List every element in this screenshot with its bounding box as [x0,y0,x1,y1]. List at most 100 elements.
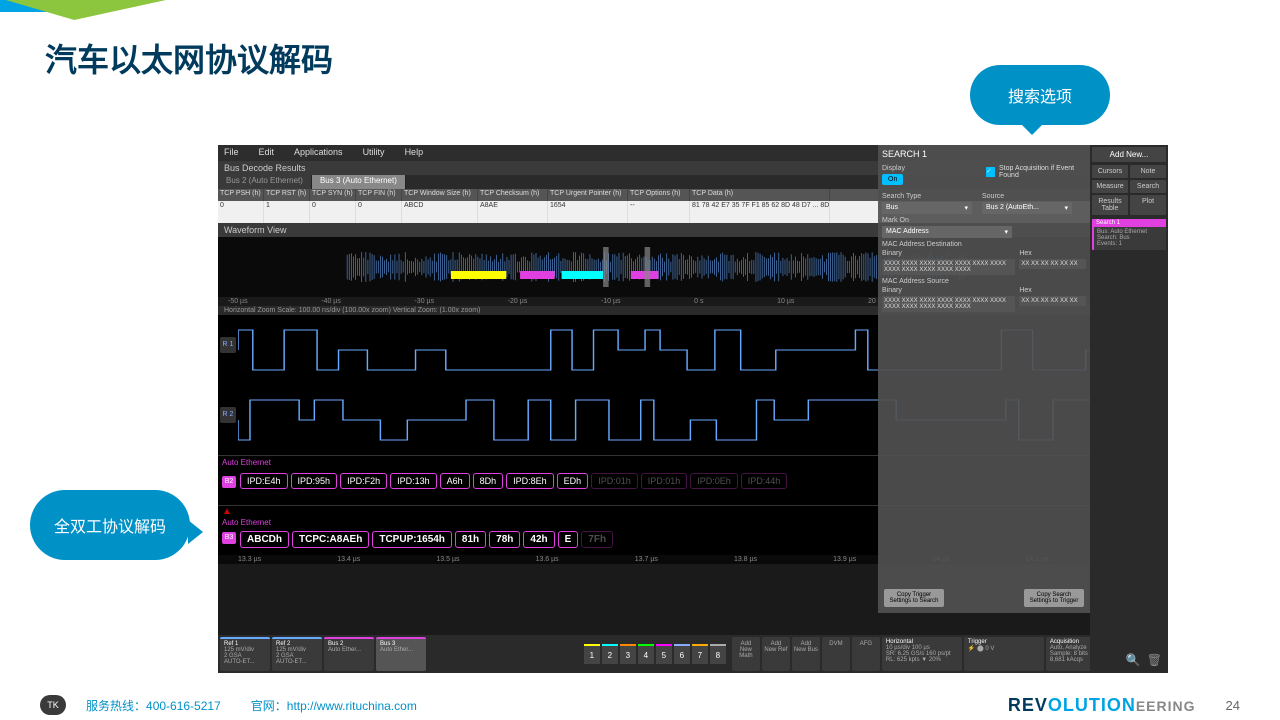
tab-bus3[interactable]: Bus 3 (Auto Ethernet) [312,175,406,189]
display-toggle[interactable]: On [882,174,903,185]
menu-help[interactable]: Help [405,147,424,159]
cell: 0 [356,201,402,223]
bus2-packet[interactable]: IPD:E4h [240,473,288,489]
src-binary[interactable]: XXXX XXXX XXXX XXXX XXXX XXXX XXXX XXXX … [882,296,1015,312]
searchtype-dropdown[interactable]: Bus▾ [882,202,972,214]
channel-7[interactable]: 7 [692,644,708,664]
channel-5[interactable]: 5 [656,644,672,664]
cell: 1654 [548,201,628,223]
search-title: SEARCH 1 [882,149,1086,159]
oscilloscope-app: File Edit Applications Utility Help Bus … [218,145,1168,673]
bus2-packet[interactable]: IPD:44h [741,473,788,489]
channel-1[interactable]: 1 [584,644,600,664]
bus3-packet[interactable]: 78h [489,531,520,548]
bus2-packet[interactable]: IPD:95h [291,473,338,489]
copy-search-button[interactable]: Copy Search Settings to Trigger [1024,589,1084,607]
results-table-button[interactable]: Results Table [1092,195,1128,215]
plot-button[interactable]: Plot [1130,195,1166,215]
src-hex[interactable]: XX XX XX XX XX XX [1019,296,1086,306]
bb-button[interactable]: Add New Math [732,637,760,671]
warning-icon: ▲ [222,506,232,517]
source-dropdown[interactable]: Bus 2 (AutoEth...▾ [982,202,1072,214]
menu-file[interactable]: File [224,147,239,159]
bus2-packet[interactable]: A6h [440,473,470,489]
cell: 1 [264,201,310,223]
add-new-button[interactable]: Add New... [1092,147,1166,162]
cursors-button[interactable]: Cursors [1092,165,1128,178]
col-header: TCP RST (h) [264,189,310,201]
bus3-packet[interactable]: ABCDh [240,531,289,548]
stop-checkbox[interactable]: ✓ [986,167,995,177]
trash-icon[interactable]: 🗑 [1147,653,1162,667]
search-result[interactable]: Search 1 Bus: Auto Ethernet Search: Bus … [1092,219,1166,250]
copy-trigger-button[interactable]: Copy Trigger Settings to Search [884,589,944,607]
markon-label: Mark On [882,217,1086,224]
dest-binary[interactable]: XXXX XXXX XXXX XXXX XXXX XXXX XXXX XXXX … [882,259,1015,275]
bb-button[interactable]: Add New Bus [792,637,820,671]
ref-badge[interactable]: Ref 2125 mV/div2 GSAAUTO-ET... [272,637,322,671]
note-button[interactable]: Note [1130,165,1166,178]
bus2-packet[interactable]: IPD:0Eh [690,473,738,489]
menu-utility[interactable]: Utility [363,147,385,159]
cell: 0 [218,201,264,223]
bottom-bar: Ref 1125 mV/div2 GSAAUTO-ET...Ref 2125 m… [218,635,1168,673]
menu-applications[interactable]: Applications [294,147,343,159]
src-label: MAC Address Source [882,278,1086,285]
bus2-packet[interactable]: IPD:13h [390,473,437,489]
ref-badge[interactable]: Bus 2Auto Ether... [324,637,374,671]
bus3-packet[interactable]: 81h [455,531,486,548]
bus2-packet[interactable]: IPD:01h [591,473,638,489]
menu-edit[interactable]: Edit [259,147,275,159]
channel-3[interactable]: 3 [620,644,636,664]
bus3-packet[interactable]: TCPUP:1654h [372,531,452,548]
info-box[interactable]: Horizontal10 µs/div 100 µsSR: 6.25 GS/s … [882,637,962,671]
col-header: TCP Checksum (h) [478,189,548,201]
ref-badge[interactable]: Ref 1125 mV/div2 GSAAUTO-ET... [220,637,270,671]
page-number: 24 [1226,698,1240,713]
tab-bus2[interactable]: Bus 2 (Auto Ethernet) [218,175,312,189]
bus2-packet[interactable]: IPD:8Eh [506,473,554,489]
bus2-packet[interactable]: EDh [557,473,589,489]
cell: A8AE [478,201,548,223]
search-panel: SEARCH 1 Display On ✓ Stop Acquisition i… [878,145,1090,613]
bus2-packet[interactable]: IPD:F2h [340,473,387,489]
channel-4[interactable]: 4 [638,644,654,664]
cell: 0 [310,201,356,223]
search-button[interactable]: Search [1130,180,1166,193]
dest-hex[interactable]: XX XX XX XX XX XX [1019,259,1086,269]
measure-button[interactable]: Measure [1092,180,1128,193]
channel-2[interactable]: 2 [602,644,618,664]
col-header: TCP FIN (h) [356,189,402,201]
zoom-icon[interactable]: 🔍 [1126,653,1141,667]
markon-dropdown[interactable]: MAC Address▾ [882,226,1012,238]
cell: 81 78 42 E7 35 7F F1 85 62 8D 48 D7 ... … [690,201,830,223]
bb-button[interactable]: AFG [852,637,880,671]
col-header: TCP Urgent Pointer (h) [548,189,628,201]
col-header: TCP Window Size (h) [402,189,478,201]
bb-button[interactable]: DVM [822,637,850,671]
brand-logo: REVOLUTIONEERING [1008,695,1196,716]
bus2-packet[interactable]: 8Dh [473,473,504,489]
bus2-label: Auto Ethernet [222,458,271,467]
bus3-packet[interactable]: E [558,531,579,548]
right-panel: Add New... Cursors Note Measure Search R… [1090,145,1168,673]
company-logo: TK [40,695,66,715]
search-bubble: 搜索选项 [970,65,1110,125]
bb-button[interactable]: Add New Ref [762,637,790,671]
bus3-packet[interactable]: 42h [523,531,554,548]
footer: TK 服务热线：400-616-5217 官网：http://www.rituc… [0,690,1280,720]
cell: ABCD [402,201,478,223]
channel-6[interactable]: 6 [674,644,690,664]
bus3-packet[interactable]: TCPC:A8AEh [292,531,369,548]
bus2-badge[interactable]: B2 [222,476,236,488]
col-header: TCP Options (h) [628,189,690,201]
source-label: Source [982,193,1072,200]
info-box[interactable]: Trigger⚡ ⬤ 0 V [964,637,1044,671]
channel-8[interactable]: 8 [710,644,726,664]
bus2-packet[interactable]: IPD:01h [641,473,688,489]
display-label: Display [882,165,905,172]
stop-label: Stop Acquisition if Event Found [999,165,1086,179]
bus3-badge[interactable]: B3 [222,532,236,544]
bus3-packet[interactable]: 7Fh [581,531,613,548]
ref-badge[interactable]: Bus 3Auto Ether... [376,637,426,671]
